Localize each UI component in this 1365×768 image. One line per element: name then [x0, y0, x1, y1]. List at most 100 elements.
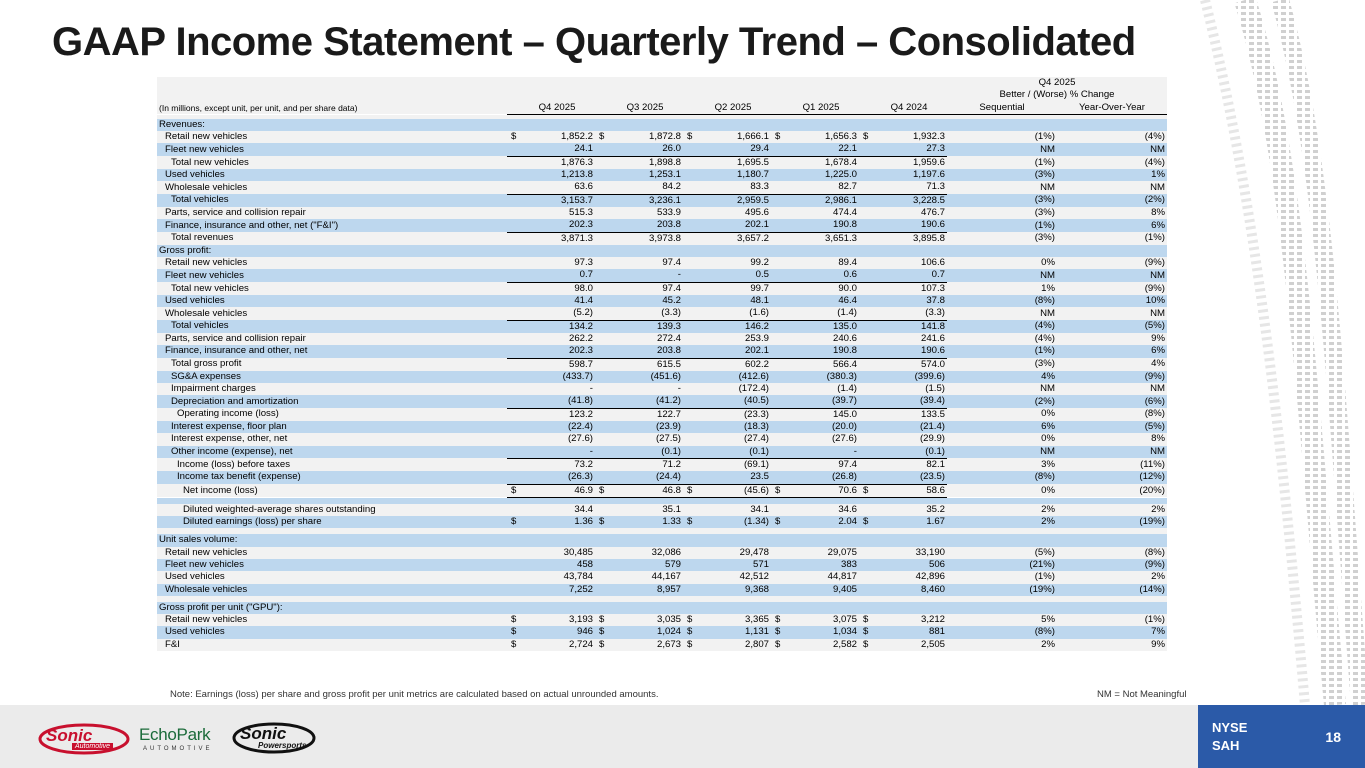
change-value: NM — [947, 445, 1057, 459]
currency-symbol — [771, 458, 783, 472]
currency-symbol — [771, 358, 783, 371]
currency-symbol — [771, 445, 783, 459]
currency-symbol — [683, 206, 695, 220]
period-value: (3.3) — [871, 307, 947, 321]
period-value: 43,784 — [519, 571, 595, 584]
period-value — [783, 534, 859, 547]
currency-symbol — [859, 421, 871, 434]
change-value: 2% — [947, 638, 1057, 652]
header-spacer — [507, 101, 519, 115]
spacer-cell — [157, 114, 1167, 119]
change-value — [1057, 244, 1167, 258]
period-value: 1.67 — [871, 516, 947, 529]
currency-symbol — [595, 295, 607, 308]
period-value: (399.6) — [871, 370, 947, 384]
sonic-powersports-logo-subtext: Powersports — [258, 741, 307, 750]
change-value: (21%) — [947, 558, 1057, 572]
change-value: (1%) — [947, 219, 1057, 233]
currency-symbol — [771, 534, 783, 547]
currency-symbol — [507, 546, 519, 559]
period-value — [783, 118, 859, 132]
change-value: 6% — [1057, 219, 1167, 233]
change-value: 2% — [1057, 503, 1167, 517]
period-value: (26.3) — [519, 471, 595, 485]
period-value: 190.8 — [783, 219, 859, 233]
row-label: Used vehicles — [157, 626, 507, 639]
period-value: 946 — [519, 626, 595, 639]
period-value: 272.4 — [607, 332, 683, 346]
period-value: 71.3 — [871, 181, 947, 195]
period-value: (1.6) — [695, 307, 771, 321]
period-value: 83.3 — [695, 181, 771, 195]
period-value: 22.1 — [783, 143, 859, 157]
row-label: Parts, service and collision repair — [157, 206, 507, 220]
period-value: 98.0 — [519, 282, 595, 296]
table-row: Income (loss) before taxes 73.2 71.2 (69.1)… — [157, 458, 1167, 472]
currency-symbol — [507, 503, 519, 517]
currency-symbol — [683, 433, 695, 446]
header-spacer — [771, 101, 783, 115]
row-label: Total revenues — [157, 232, 507, 245]
change-value: 9% — [1057, 638, 1167, 652]
table-row: Retail new vehicles $3,193 $3,035 $3,365 $3,… — [157, 614, 1167, 627]
row-label: Wholesale vehicles — [157, 583, 507, 596]
period-value: (21.4) — [871, 421, 947, 434]
header-spacer — [519, 77, 595, 90]
period-value — [607, 534, 683, 547]
row-label: Income tax benefit (expense) — [157, 471, 507, 484]
period-value: (23.3) — [695, 408, 771, 422]
table-column-header-row: (In millions, except unit, per unit, and… — [157, 101, 1167, 115]
change-value: (8%) — [947, 295, 1057, 308]
header-spacer — [695, 89, 771, 102]
currency-symbol: $ — [683, 484, 695, 498]
currency-symbol — [595, 181, 607, 195]
change-value: (3%) — [947, 232, 1057, 245]
period-value: (380.3) — [783, 370, 859, 384]
currency-symbol: $ — [507, 516, 519, 529]
row-label: Fleet new vehicles — [157, 143, 507, 157]
period-value: 141.8 — [871, 320, 947, 333]
change-value: (4%) — [947, 332, 1057, 346]
currency-symbol — [507, 433, 519, 446]
currency-symbol — [771, 383, 783, 396]
period-value: 1,024 — [607, 626, 683, 639]
change-value: NM — [1057, 143, 1167, 157]
row-label: Parts, service and collision repair — [157, 332, 507, 346]
currency-symbol — [507, 269, 519, 283]
period-value: (20.0) — [783, 421, 859, 434]
period-value: 44,817 — [783, 571, 859, 584]
currency-symbol — [771, 194, 783, 207]
row-label: Total new vehicles — [157, 282, 507, 296]
period-value: 0.7 — [871, 269, 947, 283]
period-value: (27.4) — [695, 433, 771, 446]
row-label: Other income (expense), net — [157, 445, 507, 459]
change-column-header: Year-Over-Year — [1057, 101, 1167, 115]
period-value: 122.7 — [607, 408, 683, 422]
period-value: (40.5) — [695, 395, 771, 409]
change-value: (1%) — [947, 156, 1057, 170]
header-spacer — [683, 89, 695, 102]
currency-symbol — [683, 269, 695, 283]
currency-symbol — [859, 383, 871, 396]
period-value: 3,871.3 — [519, 232, 595, 245]
row-label: Used vehicles — [157, 295, 507, 308]
currency-symbol — [771, 421, 783, 434]
table-row: Total new vehicles 98.0 97.4 99.7 90.0 107.3 1… — [157, 282, 1167, 296]
row-label: Retail new vehicles — [157, 131, 507, 144]
change-value: (1%) — [1057, 232, 1167, 245]
currency-symbol — [595, 383, 607, 396]
period-value: 37.8 — [871, 295, 947, 308]
row-label: F&I — [157, 638, 507, 652]
change-value: NM — [947, 307, 1057, 321]
period-value: 1,180.7 — [695, 169, 771, 182]
currency-symbol — [683, 445, 695, 459]
sonic-powersports-swoosh-icon — [232, 722, 316, 754]
table-row: Operating income (loss) 123.2 122.7 (23.3) 1… — [157, 408, 1167, 422]
table-row: Wholesale vehicles 63.6 84.2 83.3 82.7 71.3 NM… — [157, 181, 1167, 195]
currency-symbol — [595, 408, 607, 422]
currency-symbol: $ — [771, 614, 783, 627]
period-value: (23.9) — [607, 421, 683, 434]
header-spacer — [783, 77, 859, 90]
currency-symbol: $ — [859, 614, 871, 627]
period-value: 97.4 — [607, 257, 683, 270]
